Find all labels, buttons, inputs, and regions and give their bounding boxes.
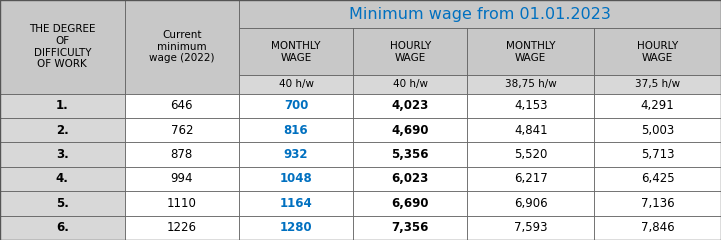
Bar <box>467 29 594 75</box>
Bar <box>0 94 125 118</box>
Bar <box>0 167 125 191</box>
Bar <box>239 191 353 216</box>
Text: 5,520: 5,520 <box>514 148 547 161</box>
Bar <box>594 94 721 118</box>
Text: HOURLY
WAGE: HOURLY WAGE <box>637 41 678 63</box>
Bar <box>125 167 239 191</box>
Bar <box>0 216 125 240</box>
Text: 6,425: 6,425 <box>641 173 674 186</box>
Bar <box>594 191 721 216</box>
Text: 6.: 6. <box>56 221 68 234</box>
Bar <box>353 29 467 75</box>
Text: 4,023: 4,023 <box>392 99 429 112</box>
Bar <box>353 94 467 118</box>
Bar <box>125 118 239 142</box>
Bar <box>125 142 239 167</box>
Text: 1280: 1280 <box>280 221 312 234</box>
Text: 4.: 4. <box>56 173 68 186</box>
Bar <box>239 142 353 167</box>
Text: 7,846: 7,846 <box>641 221 674 234</box>
Bar <box>125 0 239 94</box>
Text: 6,023: 6,023 <box>392 173 429 186</box>
Bar <box>467 118 594 142</box>
Bar <box>353 142 467 167</box>
Text: Minimum wage from 01.01.2023: Minimum wage from 01.01.2023 <box>349 7 611 22</box>
Text: 4,291: 4,291 <box>641 99 674 112</box>
Bar <box>239 216 353 240</box>
Text: 2.: 2. <box>56 124 68 137</box>
Bar <box>125 216 239 240</box>
Text: Current
minimum
wage (2022): Current minimum wage (2022) <box>149 30 215 63</box>
Text: 6,217: 6,217 <box>514 173 547 186</box>
Text: 1110: 1110 <box>167 197 197 210</box>
Text: 7,593: 7,593 <box>514 221 547 234</box>
Bar <box>594 118 721 142</box>
Text: 40 h/w: 40 h/w <box>278 79 314 90</box>
Bar <box>467 191 594 216</box>
Bar <box>353 191 467 216</box>
Text: 5,356: 5,356 <box>392 148 429 161</box>
Text: 1226: 1226 <box>167 221 197 234</box>
Text: 5,713: 5,713 <box>641 148 674 161</box>
Bar <box>594 29 721 75</box>
Bar <box>125 94 239 118</box>
Text: 6,906: 6,906 <box>514 197 547 210</box>
Text: HOURLY
WAGE: HOURLY WAGE <box>389 41 431 63</box>
Text: 40 h/w: 40 h/w <box>393 79 428 90</box>
Text: 6,690: 6,690 <box>392 197 429 210</box>
Text: 1048: 1048 <box>280 173 312 186</box>
Text: 994: 994 <box>171 173 193 186</box>
Bar <box>239 94 353 118</box>
Text: 7,136: 7,136 <box>641 197 674 210</box>
Text: 38,75 h/w: 38,75 h/w <box>505 79 557 90</box>
Bar <box>353 75 467 94</box>
Text: MONTHLY
WAGE: MONTHLY WAGE <box>271 41 321 63</box>
Text: 7,356: 7,356 <box>392 221 429 234</box>
Text: 1164: 1164 <box>280 197 312 210</box>
Bar <box>467 94 594 118</box>
Bar <box>594 167 721 191</box>
Text: 816: 816 <box>283 124 309 137</box>
Text: 700: 700 <box>284 99 308 112</box>
Bar <box>353 216 467 240</box>
Text: 1.: 1. <box>56 99 68 112</box>
Bar <box>239 29 353 75</box>
Bar <box>239 118 353 142</box>
Text: 4,690: 4,690 <box>392 124 429 137</box>
Bar <box>239 0 721 29</box>
Text: THE DEGREE
OF
DIFFICULTY
OF WORK: THE DEGREE OF DIFFICULTY OF WORK <box>29 24 96 69</box>
Text: 3.: 3. <box>56 148 68 161</box>
Text: 5.: 5. <box>56 197 68 210</box>
Text: MONTHLY
WAGE: MONTHLY WAGE <box>506 41 555 63</box>
Bar <box>594 216 721 240</box>
Bar <box>467 167 594 191</box>
Bar <box>0 142 125 167</box>
Text: 5,003: 5,003 <box>641 124 674 137</box>
Bar <box>239 167 353 191</box>
Bar <box>0 0 125 94</box>
Bar <box>0 118 125 142</box>
Bar <box>125 191 239 216</box>
Text: 37,5 h/w: 37,5 h/w <box>635 79 680 90</box>
Text: 878: 878 <box>171 148 193 161</box>
Text: 4,841: 4,841 <box>514 124 547 137</box>
Bar <box>594 75 721 94</box>
Bar <box>239 75 353 94</box>
Bar <box>594 142 721 167</box>
Text: 646: 646 <box>171 99 193 112</box>
Bar <box>353 118 467 142</box>
Bar <box>0 191 125 216</box>
Text: 932: 932 <box>284 148 309 161</box>
Bar <box>467 75 594 94</box>
Bar <box>467 142 594 167</box>
Bar <box>353 167 467 191</box>
Text: 762: 762 <box>171 124 193 137</box>
Bar <box>467 216 594 240</box>
Text: 4,153: 4,153 <box>514 99 547 112</box>
